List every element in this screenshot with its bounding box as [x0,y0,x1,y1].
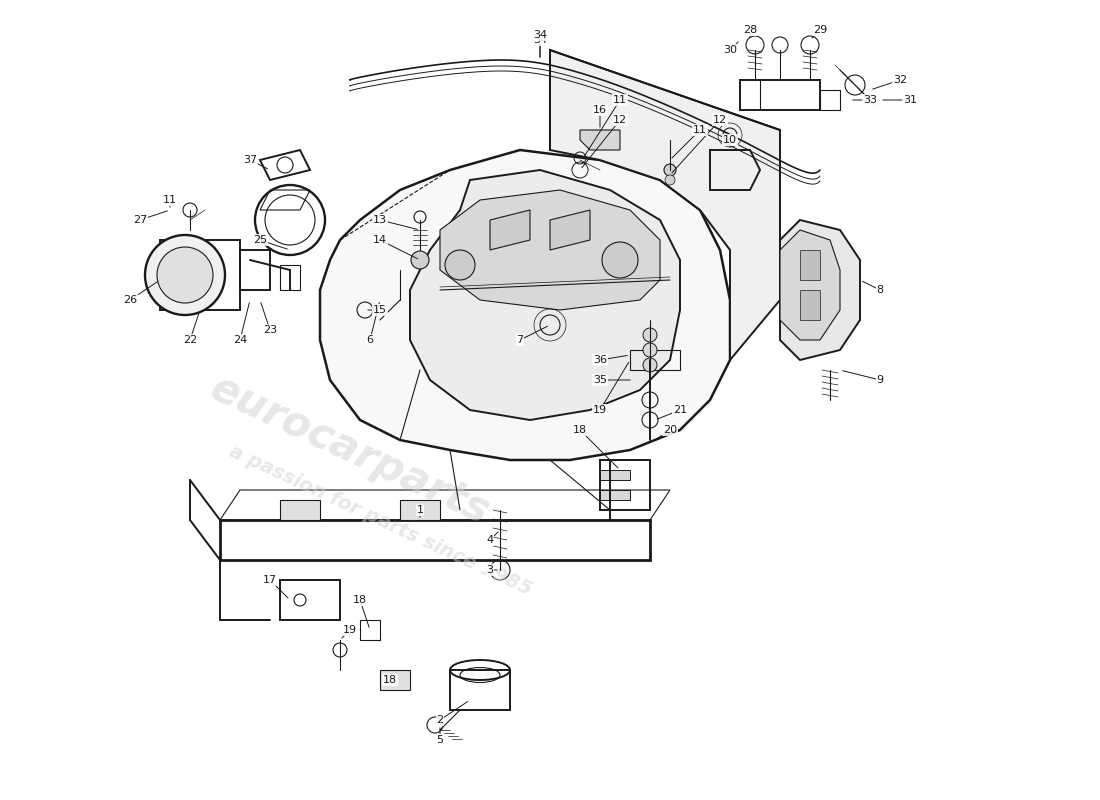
Text: 18: 18 [383,675,397,685]
Text: 28: 28 [742,25,757,35]
Text: 13: 13 [373,215,387,225]
Polygon shape [440,190,660,310]
Polygon shape [780,220,860,360]
Text: 17: 17 [263,575,277,585]
Text: 8: 8 [877,285,883,295]
Polygon shape [580,130,620,150]
Text: 16: 16 [593,105,607,115]
Polygon shape [550,210,590,250]
Text: 30: 30 [723,45,737,55]
Text: 1: 1 [417,505,424,515]
Text: 21: 21 [673,405,688,415]
Text: 4: 4 [486,535,494,545]
Text: 19: 19 [343,625,358,635]
Circle shape [602,242,638,278]
Text: 22: 22 [183,335,197,345]
Polygon shape [800,250,820,280]
Text: 20: 20 [663,425,678,435]
Text: 11: 11 [163,195,177,205]
Text: eurocarparts: eurocarparts [204,367,496,533]
Polygon shape [400,500,440,520]
Polygon shape [800,290,820,320]
Circle shape [644,343,657,357]
Text: 23: 23 [263,325,277,335]
Text: 11: 11 [613,95,627,105]
Text: 34: 34 [532,35,547,45]
Text: 3: 3 [486,565,494,575]
Polygon shape [490,210,530,250]
Polygon shape [280,500,320,520]
Text: 6: 6 [366,335,374,345]
Polygon shape [600,490,630,500]
Polygon shape [600,470,630,480]
Polygon shape [379,670,410,690]
Text: 37: 37 [243,155,257,165]
Circle shape [664,164,676,176]
Text: 5: 5 [437,735,443,745]
Text: 35: 35 [593,375,607,385]
Text: 10: 10 [723,135,737,145]
Text: 11: 11 [693,125,707,135]
Text: 7: 7 [516,335,524,345]
Text: 12: 12 [613,115,627,125]
Polygon shape [550,50,780,360]
Polygon shape [320,150,730,460]
Text: 27: 27 [133,215,147,225]
Circle shape [411,251,429,269]
Polygon shape [780,230,840,340]
Text: 12: 12 [713,115,727,125]
Text: 19: 19 [593,405,607,415]
Text: 24: 24 [233,335,248,345]
Circle shape [446,250,475,280]
Text: 36: 36 [593,355,607,365]
Text: 26: 26 [123,295,138,305]
Text: 34: 34 [532,30,547,40]
Text: 18: 18 [573,425,587,435]
Text: 31: 31 [903,95,917,105]
Text: 29: 29 [813,25,827,35]
Text: 14: 14 [373,235,387,245]
Circle shape [644,328,657,342]
Text: 9: 9 [877,375,883,385]
Circle shape [666,175,675,185]
Text: a passion for parts since 1985: a passion for parts since 1985 [226,442,535,598]
Text: 33: 33 [864,95,877,105]
Polygon shape [410,170,680,420]
Text: 18: 18 [353,595,367,605]
Circle shape [157,247,213,303]
Circle shape [145,235,226,315]
Text: 25: 25 [253,235,267,245]
Text: 15: 15 [373,305,387,315]
Text: 32: 32 [893,75,907,85]
Text: 2: 2 [437,715,443,725]
Circle shape [644,358,657,372]
